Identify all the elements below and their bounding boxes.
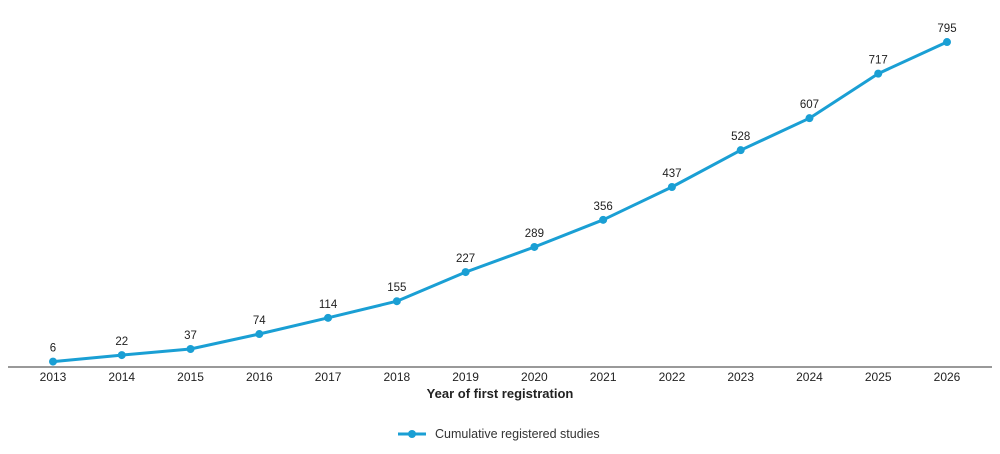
x-tick-label-2020: 2020 — [521, 370, 548, 384]
chart-marks: 6 22 37 74 114 155 227 289 356 437 528 607 717 795 — [49, 23, 957, 366]
data-point-2023 — [736, 146, 745, 155]
data-point-2024 — [805, 114, 814, 123]
x-axis-title: Year of first registration — [427, 386, 574, 401]
x-tick-label-2013: 2013 — [40, 370, 67, 384]
data-point-2016 — [255, 330, 264, 339]
data-label-2022: 437 — [662, 168, 681, 180]
x-tick-label-2016: 2016 — [246, 370, 273, 384]
data-label-2025: 717 — [869, 55, 888, 67]
data-label-2020: 289 — [525, 228, 544, 240]
data-point-2025 — [874, 69, 883, 78]
x-tick-label-2022: 2022 — [659, 370, 686, 384]
data-point-2022 — [667, 183, 676, 192]
x-tick-label-2021: 2021 — [590, 370, 617, 384]
data-label-2015: 37 — [184, 330, 197, 342]
data-label-2016: 74 — [253, 315, 266, 327]
x-tick-label-2024: 2024 — [796, 370, 823, 384]
legend: Cumulative registered studies — [398, 427, 600, 441]
data-point-2018 — [392, 297, 401, 306]
x-tick-label-2023: 2023 — [727, 370, 754, 384]
x-tick-label-2026: 2026 — [934, 370, 961, 384]
data-point-2020 — [530, 242, 539, 251]
data-point-2014 — [117, 351, 126, 360]
data-label-2026: 795 — [937, 23, 956, 35]
x-tick-label-2019: 2019 — [452, 370, 479, 384]
data-point-2013 — [49, 357, 57, 366]
data-label-2021: 356 — [594, 201, 613, 213]
data-point-2017 — [324, 313, 333, 322]
data-label-2014: 22 — [115, 336, 128, 348]
data-point-2021 — [599, 215, 608, 224]
data-label-2023: 528 — [731, 131, 750, 143]
x-tick-label-2014: 2014 — [108, 370, 135, 384]
data-label-2019: 227 — [456, 253, 475, 265]
x-tick-label-2018: 2018 — [383, 370, 410, 384]
data-label-2018: 155 — [387, 282, 406, 294]
data-point-2026 — [943, 38, 951, 47]
series-line-cumulative-registered-studies — [51, 40, 949, 364]
data-label-2024: 607 — [800, 99, 819, 111]
x-tick-label-2017: 2017 — [315, 370, 342, 384]
data-label-2017: 114 — [319, 299, 338, 311]
x-axis-tick-labels: 2013 2014 2015 2016 2017 2018 2019 2020 2021 2022… — [40, 370, 961, 384]
data-label-2013: 6 — [50, 343, 56, 355]
legend-series-label: Cumulative registered studies — [435, 427, 600, 441]
legend-series-marker — [408, 430, 416, 438]
data-point-2019 — [461, 268, 470, 277]
data-point-2015 — [186, 345, 195, 354]
x-tick-label-2015: 2015 — [177, 370, 204, 384]
x-tick-label-2025: 2025 — [865, 370, 892, 384]
